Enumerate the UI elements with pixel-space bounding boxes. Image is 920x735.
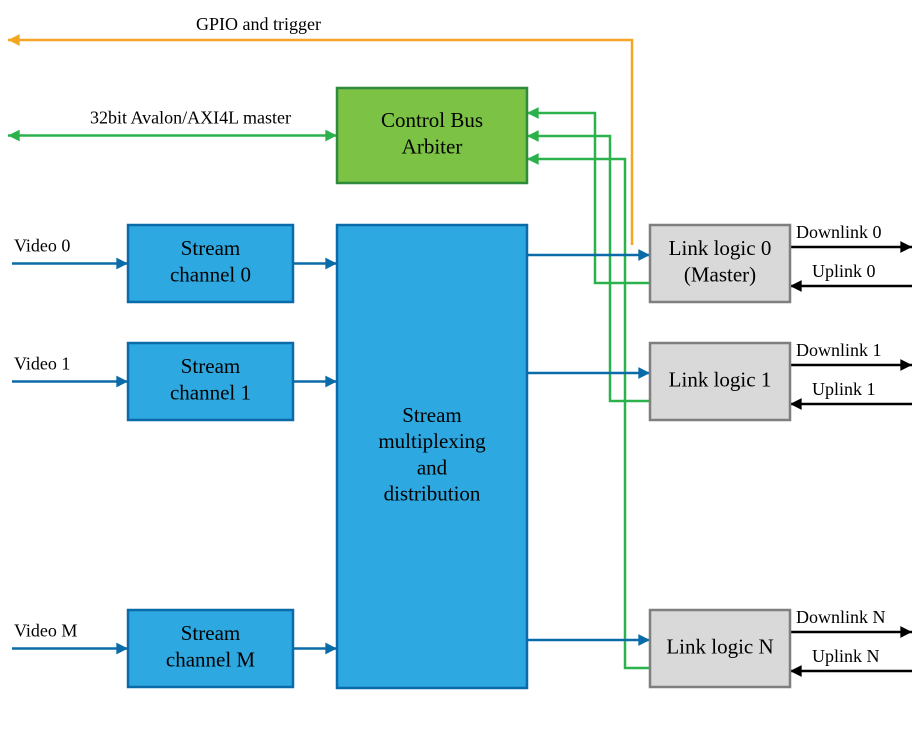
svg-text:channel 1: channel 1 xyxy=(170,380,251,404)
svg-text:Link logic 1: Link logic 1 xyxy=(669,367,772,391)
uplink0-label: Uplink 0 xyxy=(812,261,876,281)
uplinkN-label: Uplink N xyxy=(812,646,880,666)
stream-channel-0-box: Streamchannel 0 xyxy=(128,225,293,302)
svg-text:Control Bus: Control Bus xyxy=(381,108,483,132)
downlinkN-label: Downlink N xyxy=(796,607,886,627)
svg-text:Stream: Stream xyxy=(181,236,240,260)
svg-text:(Master): (Master) xyxy=(684,262,756,286)
link-logic-0-box: Link logic 0(Master) xyxy=(650,225,790,302)
svg-text:Stream: Stream xyxy=(181,621,240,645)
svg-text:Link logic 0: Link logic 0 xyxy=(669,236,772,260)
stream-channel-m-box: Streamchannel M xyxy=(128,610,293,687)
svg-text:multiplexing: multiplexing xyxy=(378,429,486,453)
svg-text:channel 0: channel 0 xyxy=(170,262,251,286)
downlink1-label: Downlink 1 xyxy=(796,340,882,360)
gpio-arrow xyxy=(8,40,632,245)
svg-text:Link logic N: Link logic N xyxy=(666,634,773,658)
video0-label: Video 0 xyxy=(14,236,70,256)
control-bus-arbiter-box: Control BusArbiter xyxy=(337,88,527,183)
link-logic-1-box: Link logic 1 xyxy=(650,343,790,420)
avalon-label: 32bit Avalon/AXI4L master xyxy=(90,108,291,128)
svg-text:and: and xyxy=(417,455,448,479)
svg-text:distribution: distribution xyxy=(384,482,481,506)
svg-text:channel M: channel M xyxy=(166,647,256,671)
video1-label: Video 1 xyxy=(14,354,70,374)
gpio-label: GPIO and trigger xyxy=(196,14,321,34)
link-logic-n-box: Link logic N xyxy=(650,610,790,687)
svg-text:Stream: Stream xyxy=(402,403,461,427)
stream-mux-box: Streammultiplexingand distribution xyxy=(337,225,527,688)
videoM-label: Video M xyxy=(14,621,77,641)
svg-text:Stream: Stream xyxy=(181,354,240,378)
svg-text:Arbiter: Arbiter xyxy=(402,134,463,158)
stream-channel-1-box: Streamchannel 1 xyxy=(128,343,293,420)
block-diagram: GPIO and trigger 32bit Avalon/AXI4L maste… xyxy=(0,0,920,735)
uplink1-label: Uplink 1 xyxy=(812,379,876,399)
downlink0-label: Downlink 0 xyxy=(796,222,882,242)
